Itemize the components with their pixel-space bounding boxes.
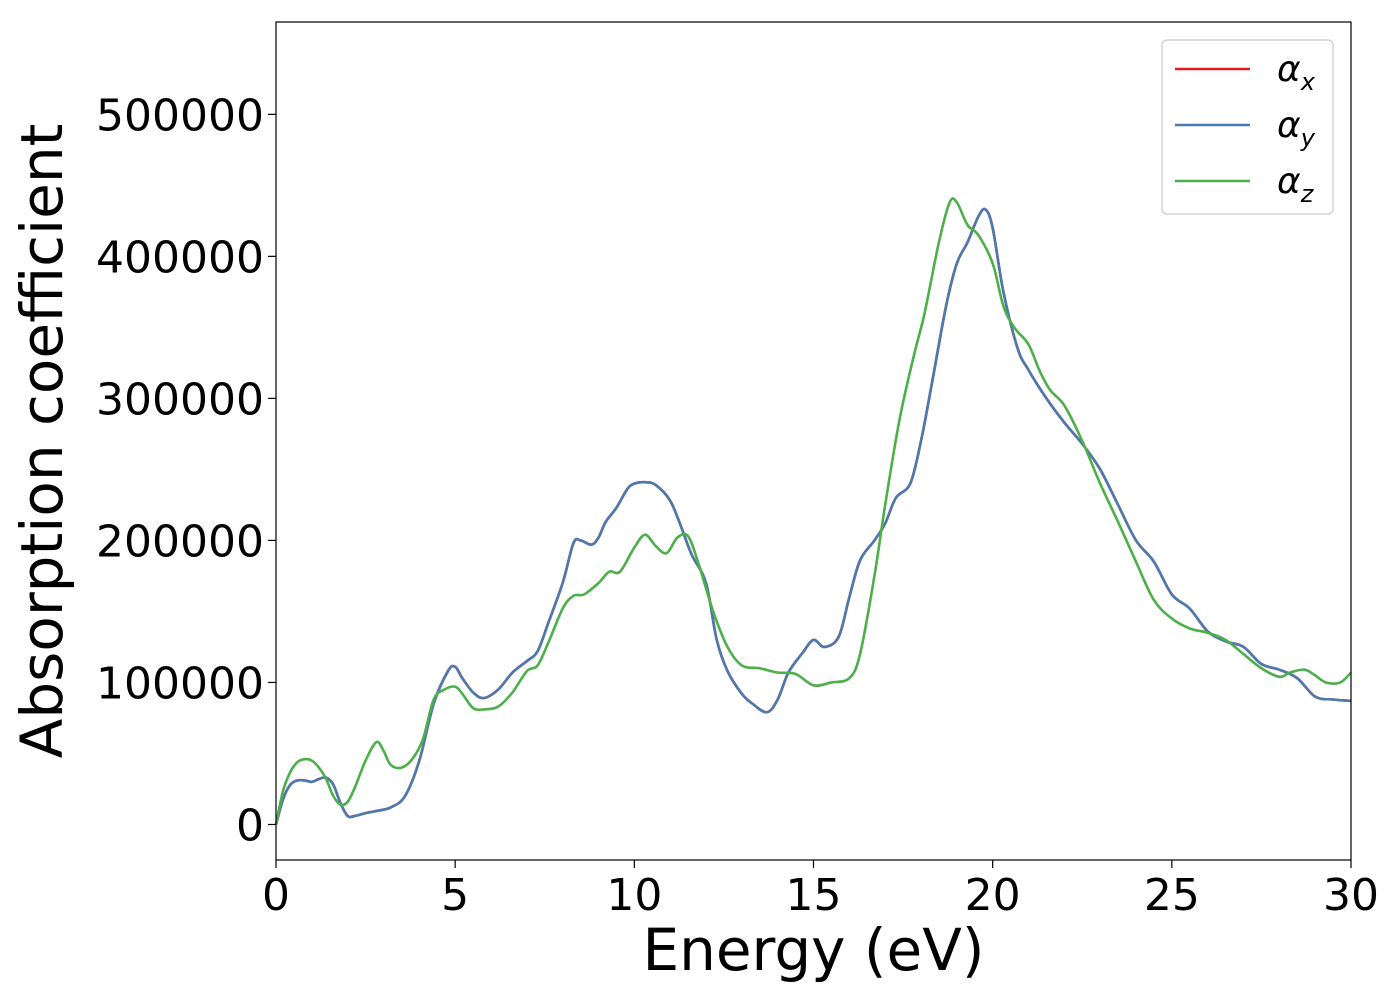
series-layer [274,197,1352,825]
x-tick-label: 5 [441,870,469,921]
y-tick-label: 300000 [96,374,264,425]
series-line-x [274,207,1352,825]
legend-subscript-x: x [1300,68,1316,96]
x-tick-label: 20 [965,870,1021,921]
x-axis-label: Energy (eV) [642,916,984,984]
series-line-y [274,207,1352,825]
x-tick-label: 15 [786,870,842,921]
series-line-z [274,197,1352,825]
tick-layer: 0 5 10 15 20 25 30 0 100000 200000 300000 400000 500… [96,90,1379,921]
legend-subscript-z: z [1300,180,1315,208]
plot-frame [275,21,1352,861]
y-tick-label: 0 [236,800,264,851]
x-tick-label: 10 [606,870,662,921]
y-axis-label: Absorption coefficient [8,124,76,759]
x-tick-label: 25 [1144,870,1200,921]
y-tick-label: 100000 [96,658,264,709]
y-tick-label: 500000 [96,90,264,141]
x-tick-label: 30 [1323,870,1379,921]
y-tick-label: 400000 [96,232,264,283]
legend-box [1161,39,1334,215]
legend-label-z: αz [1277,161,1315,208]
x-tick-label: 0 [262,870,290,921]
legend-subscript-y: y [1300,124,1316,152]
y-tick-label: 200000 [96,516,264,567]
